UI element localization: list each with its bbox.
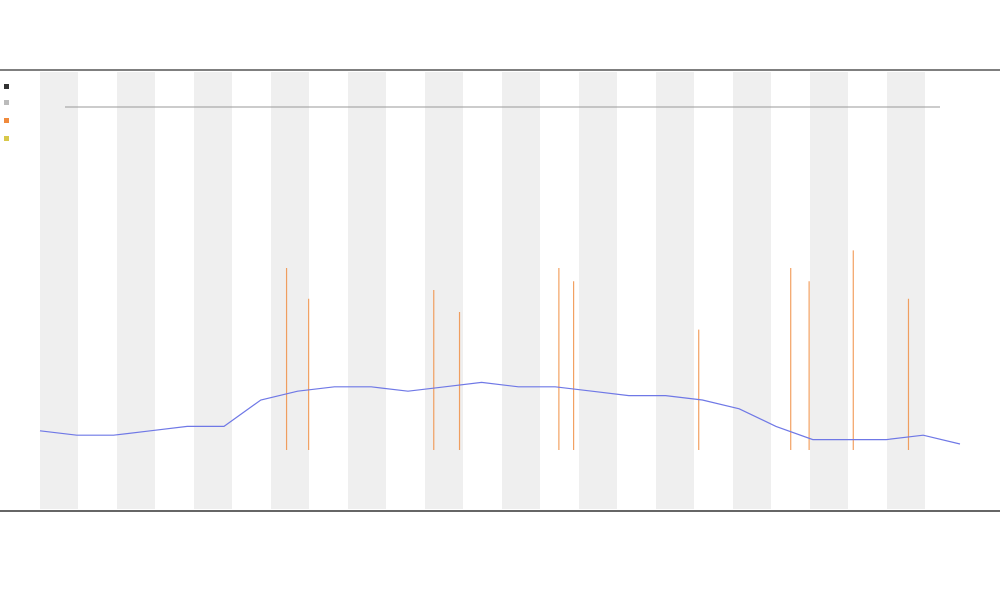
band bbox=[194, 72, 232, 509]
band bbox=[810, 72, 848, 509]
band bbox=[117, 72, 155, 509]
legend-marker bbox=[4, 118, 9, 123]
band bbox=[425, 72, 463, 509]
band bbox=[271, 72, 309, 509]
line-series bbox=[39, 381, 961, 445]
band bbox=[579, 72, 617, 509]
band bbox=[733, 72, 771, 509]
legend-marker bbox=[4, 84, 9, 89]
band bbox=[348, 72, 386, 509]
background-bands bbox=[40, 72, 925, 509]
legend-marker bbox=[4, 100, 9, 105]
legend-marker bbox=[4, 136, 9, 141]
band bbox=[656, 72, 694, 509]
band bbox=[887, 72, 925, 509]
band bbox=[40, 72, 78, 509]
band bbox=[502, 72, 540, 509]
